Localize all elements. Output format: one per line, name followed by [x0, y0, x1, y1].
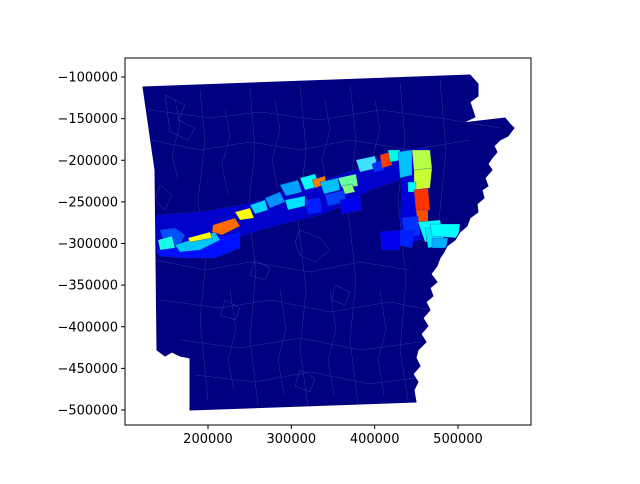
x-axis: 200000 300000 400000 500000 — [183, 425, 483, 447]
highlighted-districts — [154, 147, 461, 259]
map-region-state — [142, 74, 515, 411]
x-tick-label: 500000 — [433, 432, 483, 447]
x-tick-label: 300000 — [267, 432, 317, 447]
y-tick-label: −400000 — [57, 320, 118, 335]
x-tick-label: 200000 — [183, 432, 233, 447]
y-tick-label: −350000 — [57, 279, 118, 294]
y-tick-label: −500000 — [57, 404, 118, 419]
y-tick-label: −150000 — [57, 112, 118, 127]
x-tick-label: 400000 — [350, 432, 400, 447]
state-outline — [142, 74, 515, 411]
y-tick-label: −450000 — [57, 362, 118, 377]
y-tick-label: −100000 — [57, 71, 118, 86]
y-tick-label: −300000 — [57, 237, 118, 252]
y-tick-label: −250000 — [57, 195, 118, 210]
y-axis: −100000 −150000 −200000 −250000 −300000 −3500… — [57, 71, 125, 419]
district-boundaries-dense — [154, 94, 351, 393]
y-tick-label: −200000 — [57, 154, 118, 169]
